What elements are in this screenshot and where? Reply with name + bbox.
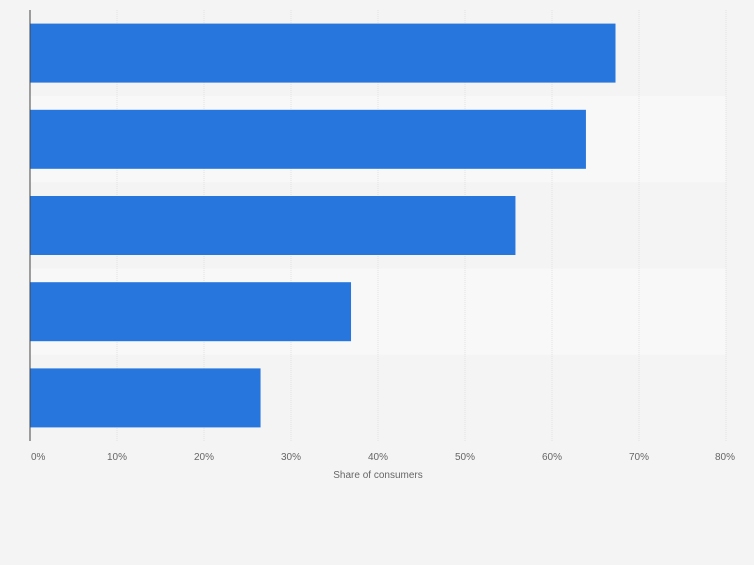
x-axis-title: Share of consumers xyxy=(333,470,423,481)
x-tick-label: 40% xyxy=(368,452,388,463)
x-tick-label: 50% xyxy=(455,452,475,463)
bars xyxy=(30,23,616,428)
x-tick-label: 10% xyxy=(107,452,127,463)
x-tick-label: 70% xyxy=(629,452,649,463)
x-tick-label: 80% xyxy=(715,452,735,463)
bar xyxy=(30,368,261,428)
x-tick-label: 20% xyxy=(194,452,214,463)
x-axis-ticks: 0% 10% 20% 30% 40% 50% 60% 70% 80% xyxy=(31,452,735,463)
x-tick-label: 0% xyxy=(31,452,46,463)
bar xyxy=(30,23,616,83)
bar xyxy=(30,282,352,342)
bar xyxy=(30,109,586,169)
bar xyxy=(30,196,516,255)
x-tick-label: 30% xyxy=(281,452,301,463)
x-tick-label: 60% xyxy=(542,452,562,463)
